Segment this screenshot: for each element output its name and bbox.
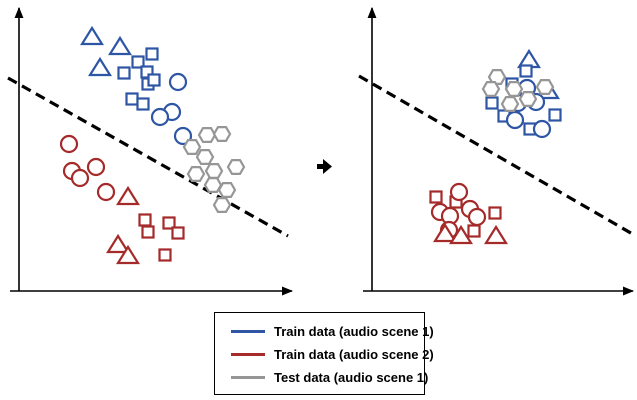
- scene1-square-marker: [131, 55, 145, 69]
- test-hexagon-marker: [195, 149, 215, 165]
- legend-item-train-scene1: Train data (audio scene 1): [231, 321, 434, 341]
- scene1-triangle-marker: [108, 35, 132, 56]
- right-panel-points: [429, 48, 562, 245]
- scene1-square-marker: [117, 66, 131, 80]
- right-panel-axes: [363, 6, 635, 296]
- test-hexagon-marker: [535, 78, 555, 96]
- legend-label: Train data (audio scene 2): [274, 346, 434, 362]
- scene1-triangle-marker: [80, 25, 104, 46]
- scene2-circle-marker: [59, 134, 79, 154]
- test-hexagon-marker: [203, 177, 223, 193]
- scene2-circle-marker: [449, 182, 469, 202]
- test-hexagon-marker: [481, 80, 501, 98]
- test-hexagon-marker: [217, 182, 237, 198]
- test-hexagon-marker: [212, 125, 232, 142]
- scene1-square-marker: [147, 73, 161, 87]
- legend-item-train-scene2: Train data (audio scene 2): [231, 344, 434, 364]
- scene2-square-marker: [158, 248, 172, 262]
- scene1-circle-marker: [168, 72, 188, 92]
- scene1-square-marker: [125, 92, 139, 106]
- scene2-square-marker: [162, 216, 176, 230]
- scene2-square-marker: [429, 190, 443, 204]
- scene2-triangle-marker: [116, 185, 140, 206]
- left-panel-axes: [10, 6, 294, 296]
- scene2-square-marker: [467, 224, 481, 238]
- test-hexagon-marker: [518, 90, 538, 108]
- test-hexagon-marker: [504, 80, 524, 98]
- test-hexagon-marker: [197, 127, 217, 143]
- scene1-circle-marker: [532, 119, 552, 139]
- test-hexagon-marker: [204, 163, 224, 179]
- scene2-square-marker: [171, 226, 185, 240]
- scene1-square-marker: [136, 97, 150, 111]
- test-hexagon-marker: [182, 139, 202, 155]
- right-arrow-icon: [317, 159, 332, 174]
- left-panel-points: [59, 25, 246, 265]
- legend-line-test-scene1: [231, 375, 265, 379]
- scene1-triangle-marker: [88, 56, 112, 77]
- scene1-circle-marker: [150, 107, 170, 127]
- scene1-circle-marker: [505, 110, 525, 130]
- domain-adaptation-figure: [7, 6, 637, 296]
- legend-line-train-scene1: [231, 329, 265, 333]
- scene2-circle-marker: [70, 168, 90, 188]
- right-decision-boundary: [358, 74, 637, 238]
- legend-item-test-scene1: Test data (audio scene 1): [231, 367, 428, 387]
- scene2-circle-marker: [86, 157, 106, 177]
- scene2-circle-marker: [96, 182, 116, 202]
- scene1-square-marker: [519, 64, 533, 78]
- scene2-triangle-marker: [484, 224, 508, 245]
- scene1-square-marker: [145, 47, 159, 61]
- scene2-square-marker: [138, 213, 152, 227]
- legend-label: Test data (audio scene 1): [274, 369, 429, 385]
- scene2-triangle-marker: [449, 224, 473, 245]
- scene1-square-marker: [485, 96, 499, 110]
- left-decision-boundary: [7, 76, 289, 238]
- legend-label: Train data (audio scene 1): [274, 323, 434, 339]
- scene2-square-marker: [141, 225, 155, 239]
- scene2-triangle-marker: [116, 244, 140, 265]
- test-hexagon-marker: [487, 68, 507, 86]
- scene1-square-marker: [548, 108, 562, 122]
- test-hexagon-marker: [212, 197, 232, 213]
- test-hexagon-marker: [186, 166, 206, 182]
- scene2-square-marker: [488, 206, 502, 220]
- legend: Train data (audio scene 1) Train data (a…: [214, 312, 434, 395]
- test-hexagon-marker: [500, 95, 520, 113]
- scene2-circle-marker: [467, 207, 487, 227]
- test-hexagon-marker: [226, 159, 246, 175]
- legend-line-train-scene2: [231, 352, 265, 356]
- scene2-triangle-marker: [106, 233, 130, 254]
- scene2-triangle-marker: [433, 222, 457, 243]
